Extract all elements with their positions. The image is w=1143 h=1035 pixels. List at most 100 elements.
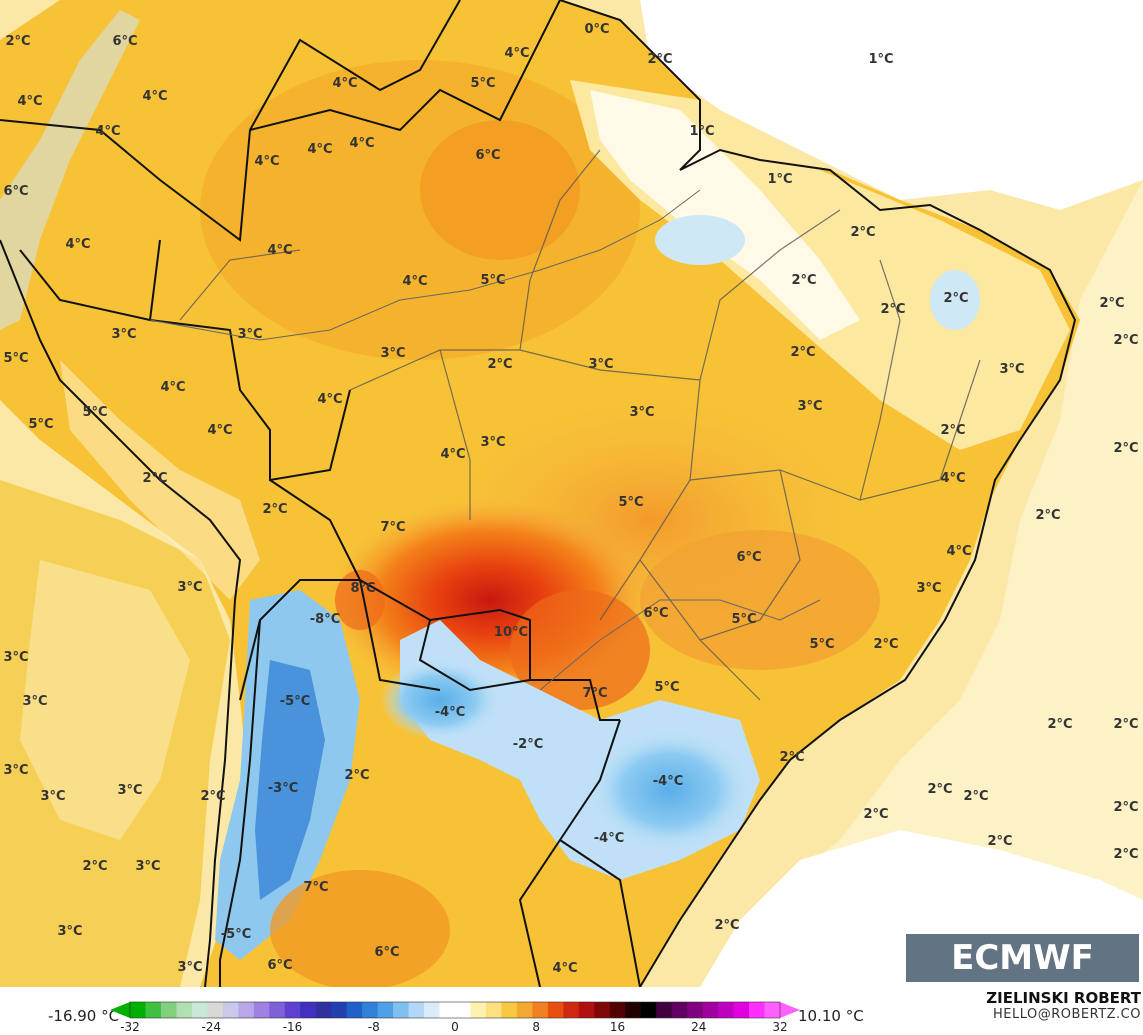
temperature-label: 2°C bbox=[790, 345, 815, 360]
coastline bbox=[559, 0, 1077, 987]
temperature-label: 2°C bbox=[344, 768, 369, 783]
temperature-label: 5°C bbox=[28, 417, 53, 432]
colorbar-cell bbox=[609, 1002, 626, 1018]
temperature-label: 2°C bbox=[5, 34, 30, 49]
temperature-label: 2°C bbox=[779, 750, 804, 765]
temperature-label: 6°C bbox=[3, 184, 28, 199]
colorbar-cell bbox=[532, 1002, 549, 1018]
author-email: HELLO@ROBERTZ.CO bbox=[992, 1007, 1141, 1022]
temperature-label: 3°C bbox=[3, 763, 28, 778]
colorbar-cell bbox=[516, 1002, 533, 1018]
temperature-label: 4°C bbox=[160, 380, 185, 395]
colorbar-cell bbox=[300, 1002, 317, 1018]
temperature-label: 5°C bbox=[480, 273, 505, 288]
temperature-label: 3°C bbox=[999, 362, 1024, 377]
temperature-label: 8°C bbox=[350, 581, 375, 596]
colorbar-cell bbox=[594, 1002, 611, 1018]
temperature-label: 3°C bbox=[916, 581, 941, 596]
colorbar-cell bbox=[145, 1002, 162, 1018]
temperature-label: 2°C bbox=[927, 782, 952, 797]
colorbar-cell bbox=[656, 1002, 673, 1018]
colorbar-tick-label: 8 bbox=[532, 1020, 541, 1034]
temperature-label: 2°C bbox=[880, 302, 905, 317]
colorbar-cell bbox=[191, 1002, 208, 1018]
temperature-label: 3°C bbox=[588, 357, 613, 372]
author-credit: ZIELINSKI ROBERT HELLO@ROBERTZ.CO bbox=[986, 989, 1141, 1022]
temperature-label: 2°C bbox=[1113, 441, 1138, 456]
temperature-label: 4°C bbox=[17, 94, 42, 109]
temperature-label: 4°C bbox=[552, 961, 577, 976]
state-borders bbox=[179, 149, 981, 701]
colorbar-cell bbox=[130, 1002, 146, 1018]
ecmwf-logo: ECMWF bbox=[906, 934, 1139, 982]
temperature-label: 2°C bbox=[1113, 717, 1138, 732]
colorbar-cell bbox=[424, 1002, 441, 1018]
colorbar-cell bbox=[439, 1002, 456, 1018]
temperature-label: 2°C bbox=[142, 471, 167, 486]
colorbar-max-label: 10.10 °C bbox=[798, 1007, 864, 1025]
temperature-label: 6°C bbox=[267, 958, 292, 973]
temperature-label: 5°C bbox=[654, 680, 679, 695]
colorbar-min-label: -16.90 °C bbox=[48, 1007, 120, 1025]
colorbar-cell bbox=[470, 1002, 487, 1018]
temperature-label: 3°C bbox=[111, 327, 136, 342]
south-atlantic-pale bbox=[700, 180, 1143, 987]
parana-river bbox=[539, 599, 821, 691]
temperature-label: 3°C bbox=[22, 694, 47, 709]
temperature-label: 2°C bbox=[940, 423, 965, 438]
temperature-label: 2°C bbox=[963, 789, 988, 804]
warm-zone-argentina bbox=[270, 870, 450, 987]
colorbar-cell bbox=[238, 1002, 255, 1018]
temperature-label: 3°C bbox=[480, 435, 505, 450]
temperature-label: 2°C bbox=[487, 357, 512, 372]
ecmwf-logo-text: ECMWF bbox=[951, 938, 1094, 978]
northern-andes-texture bbox=[0, 10, 140, 330]
temperature-label: 2°C bbox=[863, 807, 888, 822]
pacific-pale bbox=[20, 560, 190, 840]
colorbar-cell bbox=[393, 1002, 410, 1018]
colorbar-tick-label: -8 bbox=[367, 1020, 380, 1034]
temperature-label: 4°C bbox=[317, 392, 342, 407]
temperature-label: 7°C bbox=[303, 880, 328, 895]
temperature-label: 6°C bbox=[736, 550, 761, 565]
temperature-label: 4°C bbox=[307, 142, 332, 157]
northeast-white-zone bbox=[590, 90, 860, 340]
temperature-label: 6°C bbox=[112, 34, 137, 49]
temperature-label: 2°C bbox=[1113, 847, 1138, 862]
amazon-river bbox=[149, 189, 701, 341]
temperature-label: 7°C bbox=[582, 686, 607, 701]
temperature-label: 4°C bbox=[504, 46, 529, 61]
warm-zone-andes-north bbox=[335, 570, 385, 630]
colorbar-left-arrow bbox=[110, 1002, 130, 1018]
colorbar-cell bbox=[501, 1002, 518, 1018]
temperature-label: 4°C bbox=[207, 423, 232, 438]
cold-core-brazil-south bbox=[590, 730, 750, 850]
temperature-label: 4°C bbox=[349, 136, 374, 151]
colorbar-cell bbox=[176, 1002, 193, 1018]
temperature-label: 2°C bbox=[943, 291, 968, 306]
colorbar-cell bbox=[269, 1002, 286, 1018]
temperature-label: -2°C bbox=[513, 737, 543, 752]
colorbar-cell bbox=[749, 1002, 766, 1018]
temperature-label: 2°C bbox=[987, 834, 1012, 849]
temperature-label: 2°C bbox=[82, 859, 107, 874]
country-borders bbox=[0, 0, 641, 987]
colorbar-tick-label: -24 bbox=[201, 1020, 222, 1034]
colorbar-tick-label: -32 bbox=[120, 1020, 140, 1034]
colorbar-cell bbox=[764, 1002, 781, 1018]
temperature-label: -4°C bbox=[435, 705, 465, 720]
author-name: ZIELINSKI ROBERT bbox=[986, 989, 1141, 1007]
colorbar-cell bbox=[346, 1002, 363, 1018]
temperature-label: 4°C bbox=[402, 274, 427, 289]
temperature-label: 1°C bbox=[868, 52, 893, 67]
temperature-label: 3°C bbox=[237, 327, 262, 342]
colorbar-cell bbox=[331, 1002, 348, 1018]
temperature-label: 6°C bbox=[475, 148, 500, 163]
temperature-label: 7°C bbox=[380, 520, 405, 535]
pacific-coastline bbox=[0, 239, 242, 987]
temperature-label: 3°C bbox=[797, 399, 822, 414]
colorbar-cell bbox=[563, 1002, 580, 1018]
colorbar-tick-label: 24 bbox=[691, 1020, 707, 1034]
atlantic-neutral-area bbox=[640, 0, 1143, 210]
cold-core-paraguay bbox=[380, 660, 500, 740]
